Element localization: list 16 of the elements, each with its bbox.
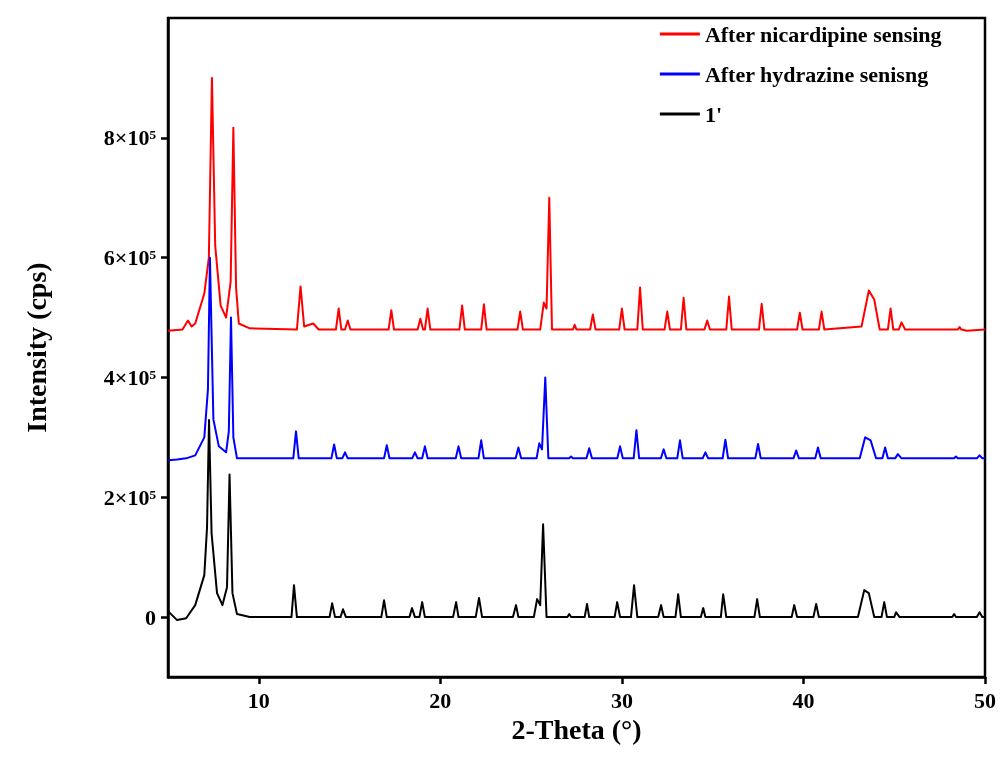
x-tick-label: 10 [247,687,270,713]
legend-label: After nicardipine sensing [704,21,942,47]
x-tick-label: 40 [792,687,815,713]
y-axis-title: Intensity (cps) [20,262,52,433]
y-tick-label: 6×10⁵ [103,245,157,271]
x-axis-title: 2-Theta (°) [511,714,642,746]
legend-label: 1' [704,101,723,127]
y-tick-label: 4×10⁵ [103,364,157,390]
x-tick-label: 20 [429,687,452,713]
x-tick-label: 50 [974,687,996,713]
y-tick-label: 8×10⁵ [103,125,157,151]
legend-label: After hydrazine senisng [704,61,929,87]
line-series [167,256,986,462]
y-tick-label: 0 [145,604,156,630]
x-tick-label: 30 [610,687,633,713]
y-tick-label: 2×10⁵ [103,484,157,510]
